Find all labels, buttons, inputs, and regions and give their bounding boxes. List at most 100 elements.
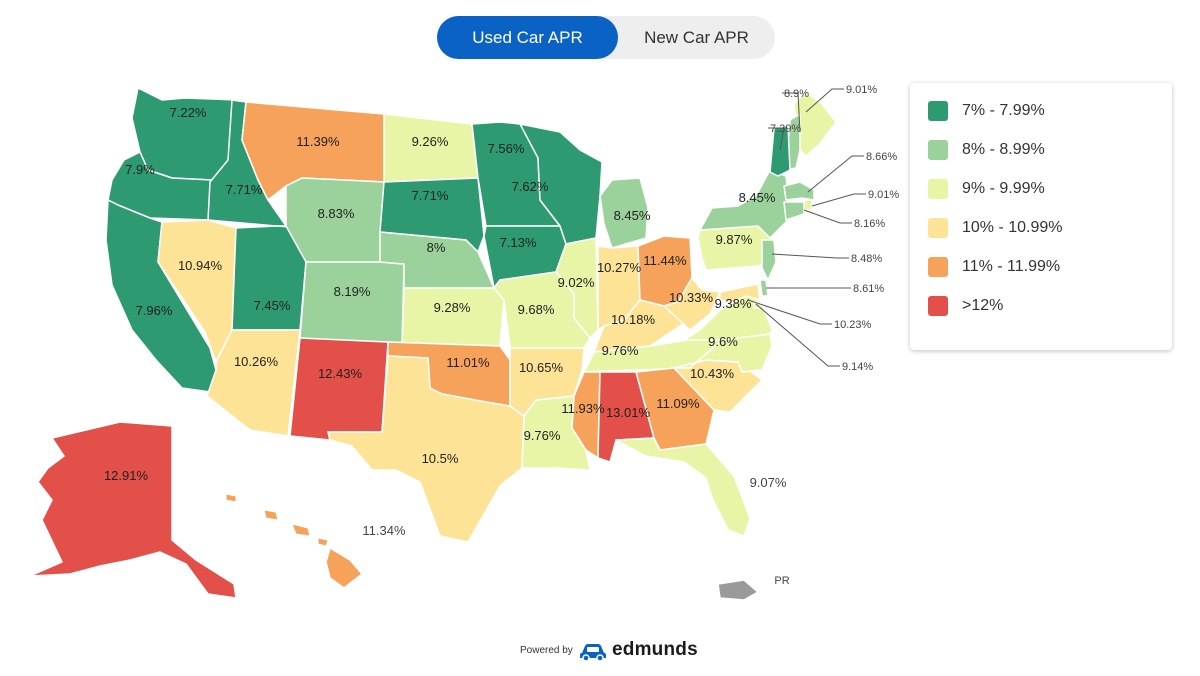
- legend-label: 11% - 11.99%: [962, 258, 1061, 275]
- state-maine[interactable]: [793, 91, 837, 157]
- state-label-alaska: 12.91%: [104, 468, 149, 483]
- legend-label: 9% - 9.99%: [962, 180, 1045, 197]
- state-kansas[interactable]: [401, 287, 505, 347]
- legend-label: 8% - 8.99%: [962, 141, 1045, 158]
- state-label-iowa: 7.13%: [500, 235, 537, 250]
- state-arizona[interactable]: [206, 329, 301, 437]
- legend-swatch: [928, 140, 948, 160]
- legend-swatch: [928, 296, 948, 316]
- state-delaware[interactable]: [759, 279, 769, 297]
- state-hawaii[interactable]: [325, 547, 363, 589]
- state-label-south-dakota: 7.71%: [412, 188, 449, 203]
- state-label-arizona: 10.26%: [234, 354, 279, 369]
- legend: 7% - 7.99% 8% - 8.99% 9% - 9.99% 10% - 1…: [910, 83, 1172, 350]
- state-label-louisiana: 9.76%: [524, 428, 561, 443]
- state-alaska[interactable]: [29, 421, 237, 599]
- leader-line: [807, 155, 864, 193]
- state-new-jersey[interactable]: [761, 239, 777, 281]
- state-label-district-of-columbia: 9.14%: [842, 361, 873, 373]
- state-hawaii-island[interactable]: [291, 523, 311, 537]
- leader-line: [755, 303, 840, 367]
- state-label-wisconsin: 7.62%: [512, 179, 549, 194]
- leader-line: [811, 193, 866, 207]
- state-label-connecticut: 8.16%: [854, 218, 885, 230]
- leader-line: [768, 127, 785, 151]
- state-label-arkansas: 10.65%: [519, 360, 564, 375]
- state-label-georgia: 11.09%: [656, 396, 700, 411]
- leader-line: [805, 88, 844, 113]
- state-label-north-carolina: 9.6%: [708, 334, 738, 349]
- state-label-idaho: 7.71%: [226, 182, 263, 197]
- state-label-nebraska: 8%: [427, 240, 446, 255]
- state-label-utah: 7.45%: [254, 298, 291, 313]
- state-label-minnesota: 7.56%: [488, 141, 525, 156]
- state-label-texas: 10.5%: [422, 451, 459, 466]
- state-massachusetts[interactable]: [783, 181, 815, 201]
- state-puerto-rico[interactable]: [717, 579, 759, 601]
- car-logo-icon: [580, 644, 606, 662]
- legend-swatch: [928, 179, 948, 199]
- state-label-california: 7.96%: [136, 303, 173, 318]
- state-connecticut[interactable]: [783, 201, 805, 221]
- edmunds-brand: edmunds: [612, 639, 698, 660]
- state-label-rhode-island: 9.01%: [868, 189, 899, 201]
- state-label-south-carolina: 10.43%: [690, 366, 735, 381]
- state-new-mexico[interactable]: [289, 337, 389, 441]
- state-label-pennsylvania: 9.87%: [716, 232, 753, 247]
- legend-label: 7% - 7.99%: [962, 102, 1045, 119]
- state-label-new-jersey: 8.48%: [851, 253, 882, 265]
- apr-toggle: Used Car APR New Car APR: [437, 16, 775, 59]
- state-label-puerto-rico: PR: [774, 575, 789, 587]
- state-label-indiana: 10.27%: [597, 260, 642, 275]
- state-label-vermont: 7.39%: [770, 123, 801, 135]
- state-hawaii-island[interactable]: [225, 493, 237, 503]
- state-michigan[interactable]: [599, 177, 649, 249]
- state-label-new-hampshire: 8.9%: [784, 88, 809, 100]
- legend-swatch: [928, 218, 948, 238]
- state-label-hawaii: 11.34%: [362, 523, 406, 538]
- state-label-north-dakota: 9.26%: [412, 134, 449, 149]
- state-label-tennessee: 9.76%: [602, 343, 639, 358]
- state-hawaii-island[interactable]: [263, 509, 279, 521]
- state-label-oklahoma: 11.01%: [446, 355, 490, 370]
- state-label-illinois: 9.02%: [558, 275, 595, 290]
- state-hawaii-island[interactable]: [317, 537, 329, 547]
- state-label-michigan: 8.45%: [614, 208, 651, 223]
- state-maryland[interactable]: [719, 283, 761, 303]
- state-florida[interactable]: [615, 437, 751, 537]
- state-label-kansas: 9.28%: [434, 300, 471, 315]
- leader-line: [747, 299, 832, 325]
- state-label-nevada: 10.94%: [178, 258, 223, 273]
- legend-label: 10% - 10.99%: [962, 219, 1063, 236]
- leader-line: [803, 209, 852, 224]
- legend-swatch: [928, 101, 948, 121]
- state-west-virginia[interactable]: [663, 277, 721, 331]
- state-label-maryland: 10.23%: [834, 319, 872, 331]
- state-label-kentucky: 10.18%: [611, 312, 656, 327]
- state-label-mississippi: 11.93%: [561, 401, 605, 416]
- state-label-wyoming: 8.83%: [318, 206, 355, 221]
- state-label-new-mexico: 12.43%: [318, 366, 363, 381]
- state-label-virginia: 9.38%: [715, 296, 752, 311]
- leader-line: [782, 92, 801, 133]
- state-texas[interactable]: [327, 355, 525, 543]
- powered-by-text: Powered by: [520, 645, 573, 656]
- new-car-apr-tab[interactable]: New Car APR: [644, 28, 749, 47]
- state-label-massachusetts: 8.66%: [866, 151, 897, 163]
- us-state-map: 7.22% 7.9% 7.96% 7.71% 10.94% 7.45% 10.26% 11.3…: [29, 84, 899, 601]
- state-label-washington: 7.22%: [170, 105, 207, 120]
- state-label-oregon: 7.9%: [125, 162, 155, 177]
- powered-by[interactable]: Powered by edmunds: [520, 636, 720, 664]
- state-label-montana: 11.39%: [296, 134, 340, 149]
- state-vermont[interactable]: [769, 125, 791, 177]
- used-car-apr-tab[interactable]: Used Car APR: [437, 16, 618, 59]
- state-colorado[interactable]: [299, 261, 405, 347]
- legend-label: >12%: [962, 297, 1004, 314]
- state-illinois[interactable]: [555, 237, 599, 339]
- state-label-new-york: 8.45%: [739, 190, 776, 205]
- state-label-ohio: 11.44%: [643, 253, 687, 268]
- state-label-delaware: 8.61%: [853, 283, 884, 295]
- state-label-florida: 9.07%: [750, 475, 787, 490]
- state-rhode-island[interactable]: [803, 199, 813, 211]
- legend-swatch: [928, 257, 948, 277]
